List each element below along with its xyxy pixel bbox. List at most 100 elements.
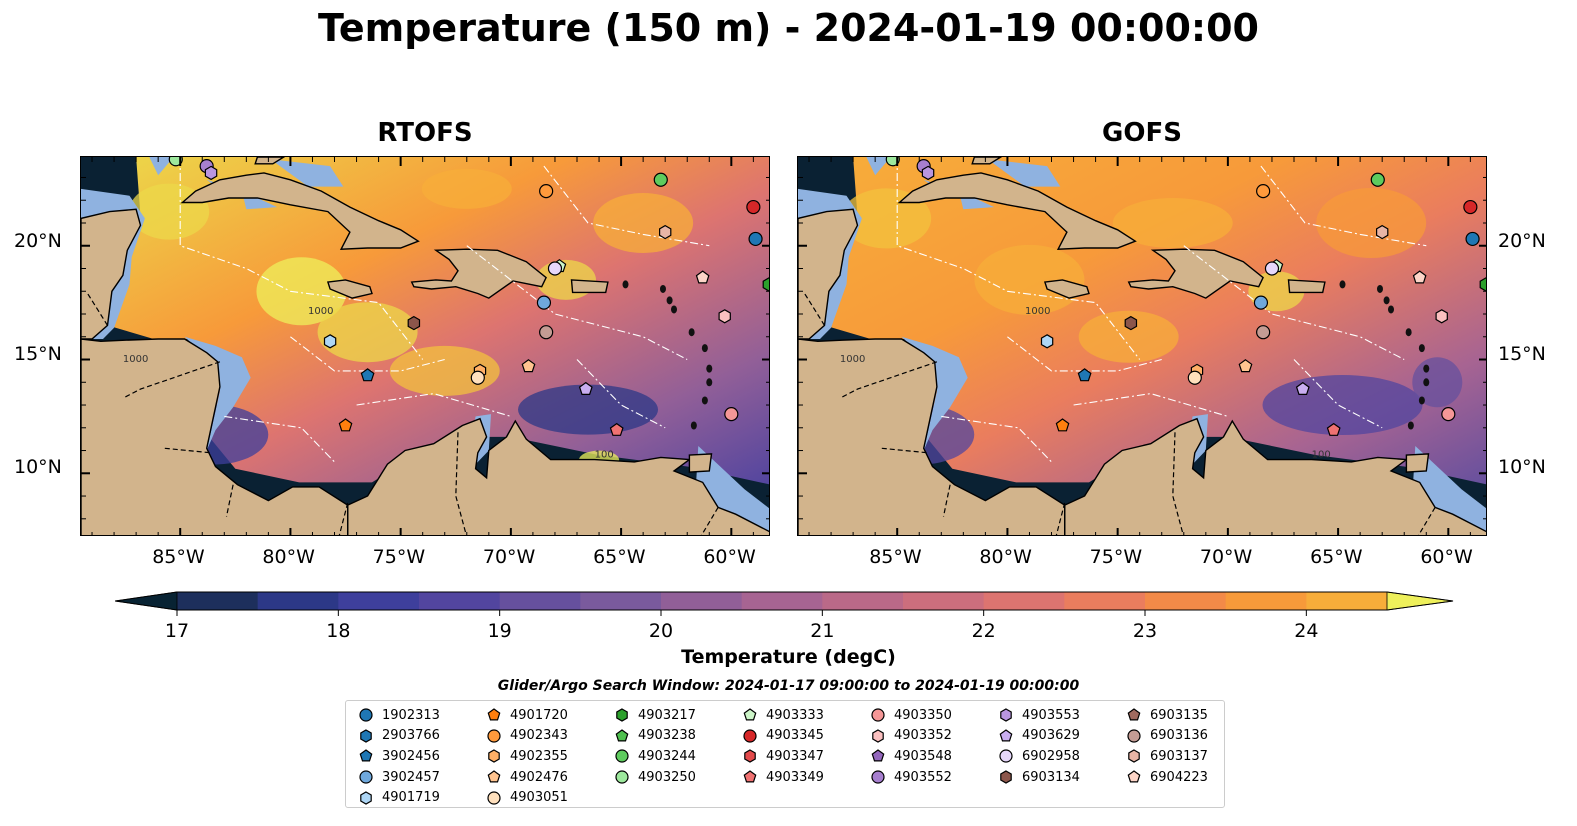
float-marker-6903134 — [407, 315, 421, 331]
bathymetry-contour-label: 100 — [1312, 449, 1331, 460]
legend-marker-icon — [487, 770, 501, 783]
lat-tick-label-left: 20°N — [14, 230, 62, 252]
eez-boundary — [896, 157, 1141, 360]
eez-boundary — [1260, 165, 1427, 247]
float-marker-4903629 — [578, 381, 593, 395]
colorbar-tick-label: 19 — [487, 620, 512, 642]
eez-boundary — [1183, 245, 1405, 360]
legend-marker-icon — [487, 791, 501, 805]
axis-ticks — [798, 157, 1486, 535]
float-marker-4903553 — [204, 165, 218, 181]
legend-item: 4903347 — [742, 746, 824, 767]
legend-marker-icon — [615, 749, 629, 764]
colorbar-segment — [903, 592, 985, 610]
land-hispaniola — [1127, 248, 1264, 299]
float-marker-4903051 — [470, 370, 485, 385]
country-border — [1417, 507, 1436, 535]
lon-tick-label: 75°W — [1089, 546, 1143, 568]
colorbar-tick-label: 24 — [1294, 620, 1319, 642]
eez-boundary — [1007, 336, 1162, 372]
legend-marker-icon — [1127, 708, 1141, 721]
float-marker-4901719 — [1040, 334, 1054, 349]
eez-boundary — [179, 157, 424, 360]
antilles-island — [622, 280, 629, 289]
legend-item: 4903552 — [870, 767, 952, 788]
float-marker-6904223 — [695, 270, 710, 284]
legend-label: 6902958 — [1022, 748, 1080, 764]
land-trinidad — [1405, 453, 1430, 473]
lon-tick-label: 85°W — [869, 546, 922, 568]
legend-label: 4903333 — [766, 707, 824, 723]
colorbar-tick-label: 18 — [326, 620, 351, 642]
colorbar-segment — [822, 592, 904, 610]
legend-marker-icon — [615, 770, 629, 784]
lon-tick-label: 85°W — [152, 546, 205, 568]
bathymetry-contour-label: 1000 — [308, 306, 333, 317]
legend-item: 4903217 — [614, 705, 696, 726]
colorbar-segment — [1064, 592, 1146, 610]
legend-marker-icon — [359, 708, 373, 722]
float-marker-6902958 — [1264, 261, 1280, 276]
antilles-island — [1383, 296, 1390, 305]
bathymetry-contour-label: 1000 — [123, 354, 148, 365]
temperature-anomaly — [1078, 310, 1179, 363]
lon-tick-label: 75°W — [372, 546, 426, 568]
legend-label: 4903347 — [766, 748, 824, 764]
legend-marker-icon — [871, 749, 885, 762]
legend-marker-icon — [999, 729, 1013, 742]
float-marker-6903136 — [539, 325, 554, 340]
float-marker-4901720 — [1055, 418, 1070, 432]
legend-label: 2903766 — [382, 728, 440, 744]
eez-boundary — [1293, 359, 1383, 429]
eez-boundary — [290, 336, 445, 372]
lon-tick-label: 65°W — [593, 546, 646, 568]
lat-tick-label-right: 10°N — [1498, 456, 1546, 478]
legend-label: 4903552 — [894, 769, 952, 785]
legend-item: 3902456 — [358, 746, 440, 767]
temperature-anomaly — [317, 302, 418, 363]
antilles-island — [690, 421, 697, 430]
legend-item: 4903244 — [614, 746, 696, 767]
antilles-island — [1388, 305, 1395, 314]
colorbar-label: Temperature (degC) — [681, 646, 896, 668]
legend-marker-icon — [616, 708, 628, 722]
float-marker-4902476 — [521, 359, 536, 373]
float-marker-4903553 — [921, 165, 935, 181]
antilles-island — [706, 378, 713, 387]
eez-boundary — [1073, 393, 1229, 417]
float-marker-4903350 — [724, 407, 739, 422]
legend-marker-icon — [1127, 729, 1141, 743]
lon-tick-label: 65°W — [1310, 546, 1363, 568]
legend-item: 6903134 — [998, 767, 1080, 788]
land-jamaica — [326, 279, 373, 299]
float-marker-4903349 — [1326, 422, 1341, 436]
legend-item: 6903135 — [1126, 705, 1208, 726]
legend-label: 4903051 — [510, 790, 568, 806]
colorbar-tick-label: 20 — [648, 620, 674, 642]
land-cuba — [897, 172, 1137, 250]
legend-marker-icon — [743, 708, 757, 721]
land-colombia-venezuela — [1064, 417, 1486, 535]
legend-label: 4902343 — [510, 728, 568, 744]
colorbar-tick-label: 21 — [810, 620, 835, 642]
map-rtofs: 1000 1000 100 — [80, 156, 770, 536]
legend-item: 4903333 — [742, 705, 824, 726]
colorbar-extend-low — [115, 591, 178, 611]
colorbar-segment — [580, 592, 662, 610]
legend-label: 6903135 — [1150, 707, 1208, 723]
legend-item: 4903250 — [614, 767, 696, 788]
legend-marker-icon — [359, 749, 373, 762]
colorbar-tick-label: 17 — [164, 620, 190, 642]
colorbar-segment — [257, 592, 339, 610]
land-puerto-rico — [570, 279, 609, 294]
lon-tick-label: 70°W — [482, 546, 536, 568]
legend-marker-icon — [1128, 749, 1140, 764]
legend-label: 1902313 — [382, 707, 440, 723]
float-legend: 1902313 2903766 3902456 3902457 4901719 49017… — [345, 700, 1225, 808]
eez-boundary — [576, 359, 666, 429]
float-marker-6902958 — [547, 261, 563, 276]
float-marker-4902343 — [539, 184, 554, 199]
float-marker-1902313 — [748, 231, 763, 247]
temperature-anomaly — [593, 192, 694, 253]
country-border — [87, 293, 109, 326]
